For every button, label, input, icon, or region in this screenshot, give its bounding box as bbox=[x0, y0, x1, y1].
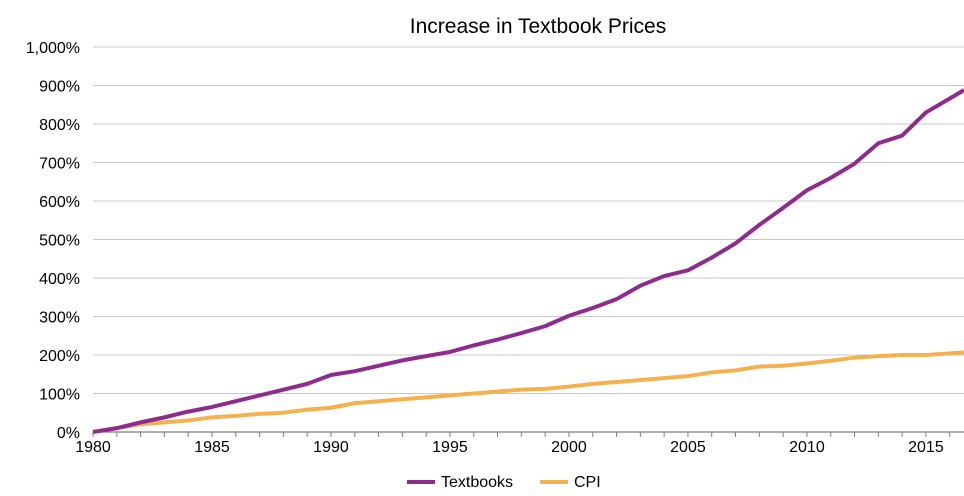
legend-label-cpi: CPI bbox=[574, 474, 601, 491]
x-tick-label: 2000 bbox=[551, 439, 587, 456]
series-line-textbooks bbox=[92, 88, 964, 434]
y-tick-label: 900% bbox=[39, 79, 80, 96]
y-tick-label: 200% bbox=[39, 348, 80, 365]
y-tick-label: 400% bbox=[39, 271, 80, 288]
x-tick-label: 2010 bbox=[789, 439, 825, 456]
x-tick-label: 1980 bbox=[75, 439, 111, 456]
x-tick-label: 2005 bbox=[670, 439, 706, 456]
y-tick-label: 0% bbox=[57, 425, 80, 442]
x-tick-label: 2015 bbox=[908, 439, 944, 456]
legend: Textbooks CPI bbox=[407, 474, 601, 491]
legend-label-textbooks: Textbooks bbox=[441, 474, 513, 491]
axes: 0% 100% 200% 300% 400% 500% 600% 700% 800% 900% 1,… bbox=[26, 40, 964, 456]
x-tick-label: 1985 bbox=[194, 439, 230, 456]
x-tick-label: 1990 bbox=[313, 439, 349, 456]
series-lines bbox=[92, 88, 964, 434]
y-tick-label: 600% bbox=[39, 194, 80, 211]
series-line-cpi bbox=[92, 350, 964, 434]
x-tick-label: 1995 bbox=[432, 439, 468, 456]
chart-title: Increase in Textbook Prices bbox=[410, 15, 666, 38]
y-tick-label: 100% bbox=[39, 387, 80, 404]
y-tick-label: 800% bbox=[39, 117, 80, 134]
y-tick-label: 300% bbox=[39, 310, 80, 327]
y-tick-label: 1,000% bbox=[26, 40, 80, 57]
gridlines bbox=[93, 46, 964, 394]
y-tick-label: 700% bbox=[39, 156, 80, 173]
y-tick-label: 500% bbox=[39, 233, 80, 250]
